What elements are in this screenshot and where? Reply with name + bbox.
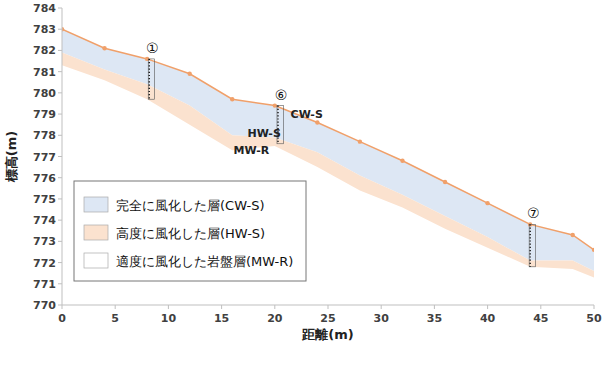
borehole-log (529, 224, 530, 266)
plot-background (62, 8, 594, 305)
x-tick (62, 305, 63, 309)
y-tick (58, 305, 62, 306)
surface-point (571, 233, 575, 237)
y-tick (58, 156, 62, 157)
y-tick-label: 772 (33, 257, 56, 270)
y-tick-label: 773 (33, 235, 56, 248)
x-tick (434, 305, 435, 309)
x-tick (221, 305, 222, 309)
y-tick (58, 262, 62, 263)
borehole-frame (529, 224, 535, 266)
y-tick-label: 780 (33, 87, 56, 100)
chart-svg: 770 771 772 773 774 775 776 777 778 779 780 781 782 7… (0, 0, 607, 372)
x-tick (274, 305, 275, 309)
y-tick (58, 177, 62, 178)
x-tick (115, 305, 116, 309)
legend-swatch (84, 197, 108, 212)
y-tick-label: 771 (33, 278, 56, 291)
x-tick-label: 40 (480, 312, 496, 325)
borehole-frame (148, 59, 154, 99)
x-tick (168, 305, 169, 309)
x-tick-label: 50 (586, 312, 602, 325)
layer-annotation: HW-S (247, 127, 280, 140)
y-axis-title: 標高(m) (4, 131, 19, 183)
x-tick-label: 15 (214, 312, 229, 325)
plot-area (62, 27, 594, 277)
y-tick (58, 29, 62, 30)
y-tick-label: 774 (33, 214, 56, 227)
x-tick-label: 5 (111, 312, 119, 325)
layer-annotation: MW-R (234, 144, 270, 157)
x-axis-title: 距離(m) (301, 327, 353, 342)
x-tick (487, 305, 488, 309)
chart-container: 770 771 772 773 774 775 776 777 778 779 780 781 782 7… (0, 0, 607, 372)
x-tick-label: 25 (320, 312, 335, 325)
x-tick (328, 305, 329, 309)
borehole-label: ① (146, 40, 159, 56)
y-tick (58, 241, 62, 242)
y-tick (58, 283, 62, 284)
surface-point (485, 201, 489, 205)
y-tick (58, 198, 62, 199)
y-tick (58, 92, 62, 93)
x-tick (540, 305, 541, 309)
x-tick-label: 0 (58, 312, 66, 325)
y-tick-label: 775 (33, 193, 56, 206)
surface-point (273, 103, 277, 107)
legend: 完全に風化した層(CW-S) 高度に風化した層(HW-S) 適度に風化した岩盤層(M… (74, 181, 306, 281)
y-tick-label: 781 (33, 66, 56, 79)
x-tick-label: 45 (533, 312, 548, 325)
surface-point (592, 248, 594, 252)
y-tick (58, 71, 62, 72)
y-tick-label: 777 (33, 151, 56, 164)
x-tick-label: 20 (267, 312, 283, 325)
x-tick-label: 30 (374, 312, 390, 325)
y-tick (58, 50, 62, 51)
y-tick-label: 784 (33, 2, 56, 15)
legend-swatch (84, 253, 108, 268)
y-tick-label: 776 (33, 172, 56, 185)
x-tick-label: 35 (427, 312, 442, 325)
y-tick (58, 114, 62, 115)
y-tick (58, 135, 62, 136)
legend-box (74, 181, 306, 281)
y-tick-label: 778 (33, 129, 56, 142)
y-tick (58, 8, 62, 9)
y-tick (58, 220, 62, 221)
y-tick-label: 783 (33, 23, 56, 36)
surface-point (400, 159, 404, 163)
surface-point (358, 139, 362, 143)
y-tick-label: 770 (33, 299, 56, 312)
x-tick-label: 10 (161, 312, 177, 325)
y-tick-label: 782 (33, 44, 56, 57)
x-tick (594, 305, 595, 309)
legend-label: 高度に風化した層(HW-S) (116, 226, 265, 241)
surface-point (443, 180, 447, 184)
borehole-label: ⑦ (527, 205, 540, 221)
y-tick-label: 779 (33, 108, 56, 121)
legend-label: 適度に風化した岩盤層(MW-R) (116, 254, 293, 269)
layer-annotation: CW-S (291, 108, 323, 121)
surface-point (187, 72, 191, 76)
legend-swatch (84, 225, 108, 240)
x-tick (381, 305, 382, 309)
borehole-log (149, 59, 150, 99)
surface-point (102, 46, 106, 50)
surface-point (230, 97, 234, 101)
borehole-label: ⑥ (275, 87, 288, 103)
cw-s-area (62, 29, 594, 271)
legend-label: 完全に風化した層(CW-S) (116, 198, 265, 213)
